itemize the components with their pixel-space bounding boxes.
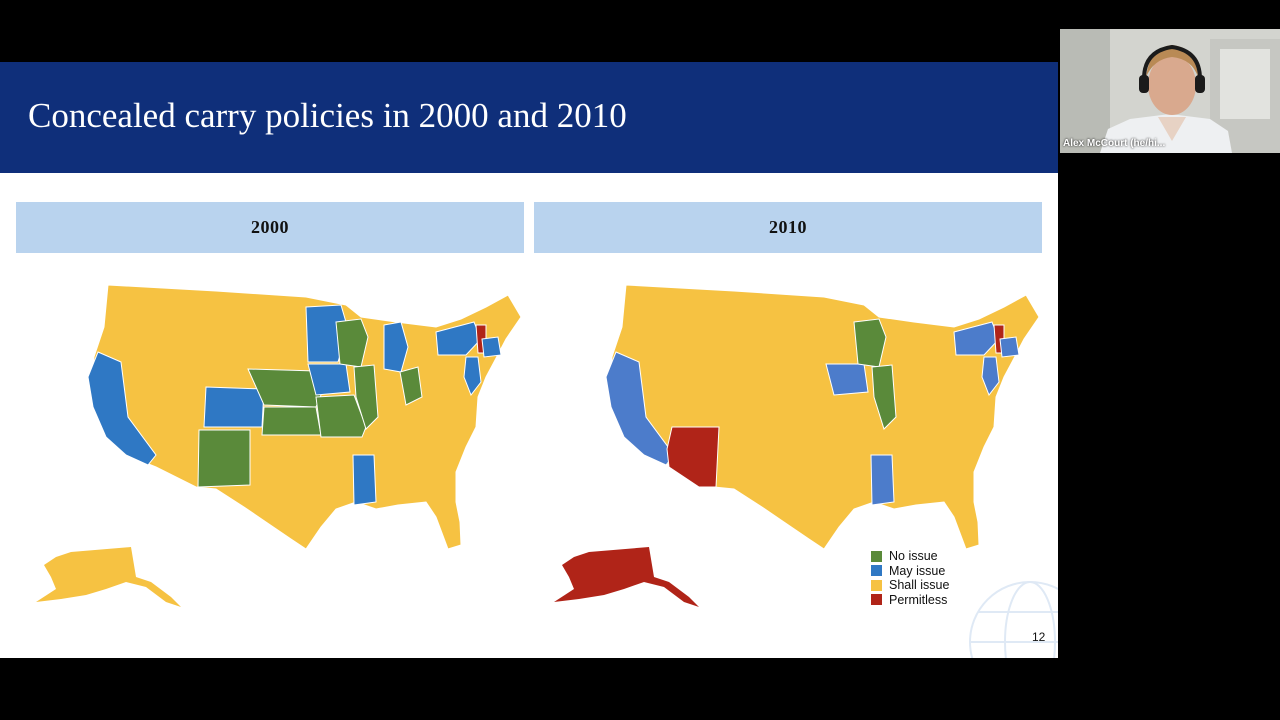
globe-watermark-icon	[969, 581, 1058, 658]
panel-header-2010: 2010	[534, 202, 1042, 253]
legend-item-permitless: Permitless	[871, 593, 949, 608]
legend-label: May issue	[889, 563, 946, 578]
alaska-2010	[554, 547, 699, 607]
us-map-2000	[36, 284, 522, 607]
legend-item-may-issue: May issue	[871, 564, 949, 579]
legend-swatch	[871, 565, 882, 577]
legend-label: Permitless	[889, 592, 948, 607]
mainland-2010	[605, 284, 1040, 550]
slide-page-number: 12	[1032, 630, 1046, 644]
legend-swatch	[871, 594, 882, 606]
legend-swatch	[871, 550, 882, 562]
legend-item-no-issue: No issue	[871, 549, 949, 564]
slide-title: Concealed carry policies in 2000 and 201…	[28, 96, 627, 135]
panel-header-2000: 2000	[16, 202, 524, 253]
participant-video-tile[interactable]: Alex McCourt (he/hi...	[1060, 29, 1280, 153]
legend-label: Shall issue	[889, 578, 950, 593]
us-map-2010	[554, 284, 1040, 607]
map-legend: No issue May issue Shall issue Permitles…	[871, 549, 949, 607]
legend-item-shall-issue: Shall issue	[871, 578, 949, 593]
alaska-2000	[36, 547, 181, 607]
title-banner: Concealed carry policies in 2000 and 201…	[0, 62, 1058, 173]
legend-label: No issue	[889, 549, 938, 564]
presentation-slide: Concealed carry policies in 2000 and 201…	[0, 62, 1058, 658]
mainland-2000	[87, 284, 522, 550]
legend-swatch	[871, 579, 882, 591]
participant-video-feed	[1060, 29, 1280, 153]
participant-name: Alex McCourt (he/hi...	[1063, 138, 1166, 149]
